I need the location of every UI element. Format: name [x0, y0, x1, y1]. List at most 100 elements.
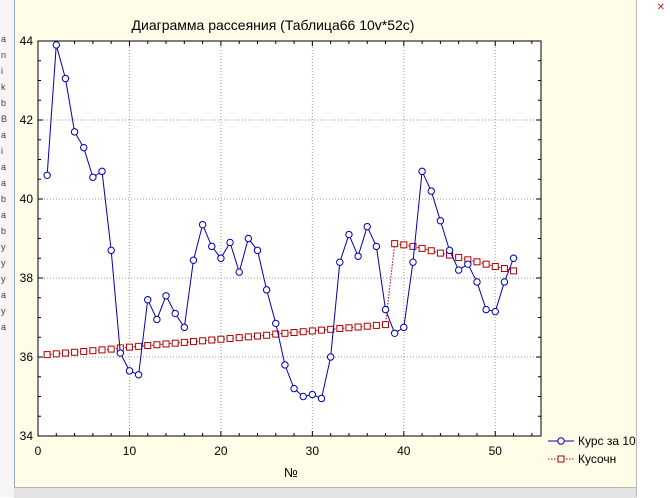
- point-kusochn: [135, 342, 143, 350]
- close-icon[interactable]: ✕: [656, 2, 665, 13]
- series-kurs: [43, 41, 518, 403]
- point-kusochn: [98, 346, 106, 354]
- point-kusochn: [189, 338, 197, 346]
- point-kusochn: [263, 331, 271, 339]
- point-kurs: [235, 268, 243, 276]
- point-kusochn: [153, 341, 161, 349]
- y-tick-label: 38: [20, 271, 34, 285]
- point-kusochn: [491, 263, 499, 271]
- point-kusochn: [308, 327, 316, 335]
- point-kurs: [61, 74, 70, 83]
- point-kusochn: [345, 324, 353, 332]
- point-kurs: [418, 167, 426, 176]
- left-strip-glyph: b: [1, 194, 7, 204]
- series-line-kurs: [46, 44, 515, 400]
- left-strip-glyph: a: [1, 162, 7, 172]
- point-kusochn: [180, 338, 188, 346]
- left-strip-glyph: B: [1, 114, 8, 124]
- point-kusochn: [409, 242, 417, 250]
- point-kusochn: [89, 347, 97, 355]
- point-kurs: [272, 319, 280, 328]
- point-kusochn: [80, 347, 88, 355]
- left-strip-glyph: i: [1, 66, 3, 76]
- point-kurs: [445, 246, 454, 255]
- point-kurs: [80, 143, 88, 152]
- point-kusochn: [391, 240, 399, 248]
- point-kusochn: [500, 265, 508, 273]
- point-kurs: [144, 296, 152, 304]
- left-strip-glyph: a: [1, 322, 7, 332]
- point-kusochn: [171, 339, 179, 347]
- point-kurs: [189, 256, 198, 264]
- point-kurs: [473, 278, 481, 286]
- left-strip-glyph: a: [1, 130, 7, 140]
- left-strip-glyph: y: [1, 274, 6, 284]
- point-kurs: [98, 167, 106, 176]
- series-line-kusochn: [47, 243, 514, 356]
- point-kusochn: [318, 326, 326, 334]
- point-kusochn: [235, 334, 243, 342]
- x-tick-label: 0: [35, 444, 42, 458]
- legend: Курс за 10 Кусочн: [548, 434, 636, 466]
- left-strip-glyph: a: [1, 178, 7, 188]
- point-kusochn: [372, 321, 380, 329]
- point-kurs: [308, 390, 317, 399]
- point-kusochn: [427, 247, 435, 255]
- point-kusochn: [510, 267, 518, 275]
- point-kurs: [162, 292, 170, 300]
- point-kurs: [464, 260, 472, 268]
- x-tick-label: 50: [489, 444, 503, 458]
- point-kurs: [354, 252, 362, 260]
- point-kusochn: [226, 334, 234, 342]
- x-tick-label: 30: [306, 444, 320, 458]
- point-kurs: [253, 246, 262, 255]
- point-kurs: [171, 309, 179, 318]
- point-kurs: [454, 266, 463, 274]
- point-kurs: [491, 307, 499, 316]
- point-kurs: [336, 258, 344, 266]
- point-kurs: [244, 234, 253, 243]
- left-strip-glyph: y: [1, 242, 6, 252]
- point-kusochn: [354, 323, 362, 331]
- series-kusochn: [43, 240, 518, 359]
- point-kurs: [317, 394, 326, 403]
- point-kusochn: [61, 349, 69, 357]
- point-kusochn: [144, 342, 152, 350]
- point-kusochn: [336, 325, 344, 333]
- point-kusochn: [244, 333, 252, 341]
- point-kusochn: [162, 340, 170, 348]
- point-kusochn: [482, 260, 490, 268]
- point-kurs: [125, 367, 134, 375]
- point-kusochn: [290, 329, 298, 337]
- point-kurs: [381, 305, 390, 314]
- point-kurs: [208, 242, 216, 251]
- legend-marker-kurs: [557, 437, 565, 445]
- point-kurs: [281, 361, 289, 369]
- point-kurs: [290, 384, 298, 393]
- point-kurs: [226, 238, 234, 247]
- y-tick-label: 44: [20, 34, 34, 48]
- point-kurs: [500, 278, 509, 286]
- point-kurs: [70, 128, 79, 136]
- left-strip-glyph: n: [1, 50, 7, 60]
- point-kusochn: [52, 350, 60, 358]
- point-kusochn: [382, 321, 390, 329]
- point-kusochn: [281, 329, 289, 337]
- point-kurs: [116, 349, 125, 357]
- left-strip-glyph: i: [1, 146, 3, 156]
- window-right-edge: ✕: [636, 0, 670, 497]
- x-tick-label: 10: [123, 444, 137, 458]
- point-kusochn: [418, 244, 426, 252]
- window-bottom-bar: [14, 487, 636, 498]
- point-kurs: [180, 323, 189, 332]
- point-kusochn: [125, 343, 133, 351]
- point-kusochn: [107, 345, 115, 353]
- point-kurs: [363, 222, 371, 231]
- left-strip-glyph: b: [1, 226, 7, 236]
- point-kurs: [345, 230, 353, 239]
- point-kurs: [372, 242, 381, 251]
- left-strip-glyph: a: [1, 34, 7, 44]
- legend-marker-kusochn: [557, 455, 565, 463]
- point-kusochn: [455, 253, 463, 261]
